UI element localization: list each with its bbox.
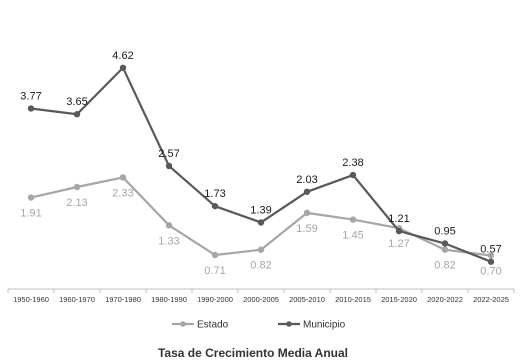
data-label-estado: 1.59 <box>296 223 317 235</box>
x-tick-label: 1950-1960 <box>13 295 49 304</box>
data-label-municipio: 4.62 <box>112 50 133 62</box>
data-point-estado <box>165 222 173 229</box>
legend-label-estado: Estado <box>197 320 229 331</box>
data-label-municipio: 3.65 <box>66 96 87 108</box>
data-point-estado <box>303 209 311 217</box>
data-label-municipio: 0.95 <box>434 226 455 238</box>
chart-title: Tasa de Crecimiento Media Anual <box>158 346 348 360</box>
data-point-municipio <box>119 64 127 71</box>
data-point-estado <box>27 194 35 201</box>
data-label-municipio: 1.39 <box>250 204 271 216</box>
data-label-estado: 2.13 <box>66 197 87 209</box>
data-label-municipio: 2.03 <box>296 174 317 186</box>
data-point-municipio <box>211 202 219 210</box>
data-point-estado <box>211 251 219 259</box>
series-line-municipio <box>30 66 492 263</box>
data-point-estado <box>487 252 495 259</box>
data-point-municipio <box>303 188 311 195</box>
data-point-municipio <box>395 227 403 235</box>
data-point-municipio <box>349 171 357 179</box>
legend-marker-municipio <box>286 321 292 327</box>
x-tick-label: 2022-2025 <box>473 295 509 304</box>
data-point-municipio <box>487 258 495 265</box>
data-point-estado <box>441 246 449 253</box>
data-label-municipio: 1.21 <box>388 213 409 225</box>
data-label-municipio: 3.77 <box>20 90 41 102</box>
data-label-estado: 1.27 <box>388 238 409 250</box>
legend-marker-estado <box>180 321 186 327</box>
data-label-municipio: 2.57 <box>158 148 179 160</box>
data-label-estado: 1.91 <box>20 208 41 220</box>
data-label-municipio: 1.73 <box>204 188 225 200</box>
x-tick-label: 2010-2015 <box>335 295 371 304</box>
x-tick-label: 2020-2022 <box>427 295 463 304</box>
data-labels-group: 1.91 2.13 2.33 1.33 0.71 0.82 1.59 1.45 1.27 0.82… <box>20 50 501 278</box>
data-point-municipio <box>27 105 35 112</box>
x-tick-label: 2000-2005 <box>243 295 279 304</box>
data-label-municipio: 0.57 <box>480 244 501 256</box>
data-point-municipio <box>257 219 265 226</box>
x-tick-label: 2005-2010 <box>289 295 325 304</box>
data-point-estado <box>73 183 81 191</box>
data-point-estado <box>349 216 357 223</box>
x-tick-label: 1960-1970 <box>59 295 95 304</box>
data-point-municipio <box>165 162 173 170</box>
legend-label-municipio: Municipio <box>303 320 346 331</box>
x-tick-label: 1970-1980 <box>105 295 141 304</box>
data-label-estado: 0.82 <box>250 260 271 272</box>
legend: Estado Municipio <box>172 320 346 331</box>
data-label-estado: 0.70 <box>480 265 501 277</box>
series-group <box>27 64 495 265</box>
data-label-estado: 0.71 <box>204 265 225 277</box>
x-tick-label: 1990-2000 <box>197 295 233 304</box>
data-label-estado: 0.82 <box>434 260 455 272</box>
data-label-estado: 1.45 <box>342 230 363 242</box>
data-point-estado <box>257 246 265 253</box>
x-tick-label: 1980-1990 <box>151 295 187 304</box>
data-point-municipio <box>441 240 449 247</box>
data-label-municipio: 2.38 <box>342 157 363 169</box>
x-tick-label: 2015-2020 <box>381 295 417 304</box>
data-point-municipio <box>73 111 81 118</box>
data-label-estado: 1.33 <box>158 235 179 247</box>
series-line-estado <box>30 176 492 257</box>
data-point-estado <box>119 174 127 181</box>
data-label-estado: 2.33 <box>112 187 133 199</box>
x-axis: 1950-1960 1960-1970 1970-1980 1980-1990 1990… <box>7 288 515 304</box>
